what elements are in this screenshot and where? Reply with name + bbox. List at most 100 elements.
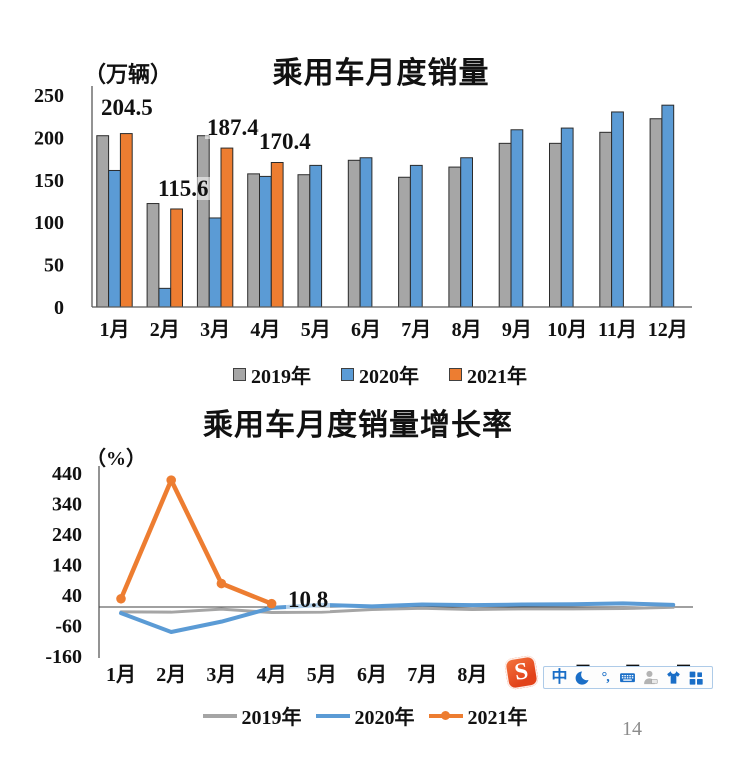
growth-marker-2021年-3月 (216, 578, 227, 589)
bar-2020年-10月 (560, 127, 574, 308)
keyboard-icon[interactable] (619, 669, 636, 686)
y-tick-label: 50 (44, 255, 64, 277)
legend-item-line-2019: 2019年 (202, 701, 302, 730)
growth-y-tick-label: 240 (52, 524, 82, 546)
bar-2019年-4月 (247, 173, 260, 308)
growth-y-tick-label: -160 (45, 646, 82, 668)
x-category-label: 7月 (401, 319, 431, 341)
legend-item-2019: 2019年 (233, 360, 311, 389)
bar-2020年-11月 (611, 111, 624, 308)
bar-2019年-12月 (649, 118, 663, 308)
skin-icon[interactable] (665, 669, 682, 686)
toolbox-grid-icon[interactable] (688, 669, 705, 686)
bar-2020年-1月 (108, 169, 121, 308)
bar-2019年-8月 (448, 166, 462, 308)
x-category-label: 2月 (150, 319, 180, 341)
x-category-label: 6月 (351, 319, 381, 341)
bar-data-label: 204.5 (99, 95, 155, 120)
y-tick-label: 0 (54, 297, 64, 319)
monthly-sales-bar-chart: 0 50 100 150 200 250 1月 2月 3月 4月 5月 6月 7月 8月 9月 10月 11月 1… (34, 85, 692, 341)
legend-label-2021: 2021年 (467, 366, 527, 388)
bar-2020年-5月 (309, 164, 323, 308)
y-tick-label: 100 (34, 212, 64, 234)
growth-x-category-label: 6月 (357, 664, 387, 686)
growth-data-label: 10.8 (286, 587, 331, 612)
chinese-mode-icon[interactable]: 中 (551, 668, 568, 686)
x-category-label: 4月 (250, 319, 280, 341)
bar-2019年-5月 (297, 174, 311, 308)
bar-2020年-7月 (409, 164, 423, 308)
legend-line-label-2020: 2020年 (354, 707, 415, 729)
growth-chart-title: 乘用车月度销量增长率 (203, 409, 513, 442)
legend-line-label-2021: 2021年 (467, 707, 528, 729)
growth-y-tick-label: 140 (52, 554, 82, 576)
legend-label-2020: 2020年 (359, 366, 419, 388)
x-category-label: 5月 (301, 319, 331, 341)
bar-chart-legend: 2019年 2020年 2021年 (215, 360, 545, 389)
y-tick-label: 150 (34, 170, 64, 192)
growth-x-category-label: 4月 (257, 664, 287, 686)
bar-chart-title: 乘用车月度销量 (272, 57, 490, 90)
legend-item-line-2020: 2020年 (315, 701, 415, 730)
bar-2020年-4月 (259, 175, 272, 308)
bar-2019年-2月 (146, 203, 160, 308)
bar-data-label: 115.6 (156, 176, 211, 201)
growth-x-category-label: 7月 (407, 664, 437, 686)
legend-line-label-2019: 2019年 (241, 707, 302, 729)
y-tick-label: 250 (34, 85, 64, 107)
growth-line-2021年 (118, 477, 274, 606)
growth-y-tick-label: 40 (62, 585, 82, 607)
x-category-label: 8月 (452, 319, 482, 341)
growth-x-category-label: 2月 (156, 664, 186, 686)
growth-y-tick-label: 440 (52, 463, 82, 485)
bar-2021年-1月 (119, 133, 133, 308)
legend-swatch-2020 (341, 368, 354, 381)
bar-2021年-3月 (220, 147, 234, 308)
monthly-growth-line-chart: 44034024014040-60-1601月2月3月4月5月6月7月8月9月1… (45, 463, 693, 686)
growth-x-category-label: 1月 (106, 664, 136, 686)
growth-marker-2021年-2月 (166, 475, 176, 485)
growth-x-category-label: 8月 (457, 664, 487, 686)
bar-2019年-10月 (549, 142, 562, 308)
growth-y-tick-label: -60 (55, 615, 82, 637)
x-category-label: 1月 (100, 319, 130, 341)
punctuation-mode-icon[interactable]: °, (601, 669, 610, 685)
x-category-label: 10月 (547, 319, 587, 341)
moon-fullwidth-icon[interactable] (574, 669, 591, 686)
legend-swatch-2019 (233, 368, 246, 381)
legend-item-line-2021: 2021年 (428, 701, 528, 730)
sogou-logo-icon[interactable]: S (503, 654, 540, 691)
bar-2021年-4月 (270, 162, 284, 308)
x-category-label: 12月 (648, 319, 688, 341)
bar-2019年-11月 (599, 131, 613, 308)
bar-2020年-9月 (510, 129, 524, 308)
bar-data-label: 187.4 (205, 115, 261, 140)
legend-item-2021: 2021年 (449, 360, 527, 389)
bar-2021年-2月 (170, 208, 183, 308)
growth-x-category-label: 3月 (206, 664, 236, 686)
growth-chart-legend: 2019年 2020年 2021年 (195, 701, 535, 730)
bar-data-label: 170.4 (257, 129, 313, 154)
bar-2020年-8月 (460, 157, 474, 308)
bar-2020年-6月 (359, 157, 373, 308)
ime-toolbar[interactable]: 中 °, (543, 666, 713, 689)
page-number: 14 (622, 718, 642, 740)
growth-chart-unit-label: （%） (86, 448, 146, 470)
x-category-label: 11月 (598, 319, 637, 341)
bar-2020年-3月 (208, 217, 222, 308)
growth-x-category-label: 5月 (307, 664, 337, 686)
bar-2019年-6月 (347, 159, 361, 308)
growth-line-2020年 (119, 601, 676, 635)
bar-2020年-12月 (661, 104, 675, 308)
growth-marker-2021年-1月 (116, 593, 126, 604)
bar-2019年-3月 (196, 135, 210, 308)
legend-label-2019: 2019年 (251, 366, 311, 388)
y-tick-label: 200 (34, 127, 64, 149)
legend-line-swatch-2020 (315, 713, 350, 718)
account-icon[interactable] (642, 669, 659, 686)
legend-line-swatch-2021 (428, 711, 463, 720)
bar-2020年-2月 (158, 287, 172, 308)
legend-item-2020: 2020年 (341, 360, 419, 389)
bar-chart-unit-label: （万辆） (84, 62, 173, 87)
